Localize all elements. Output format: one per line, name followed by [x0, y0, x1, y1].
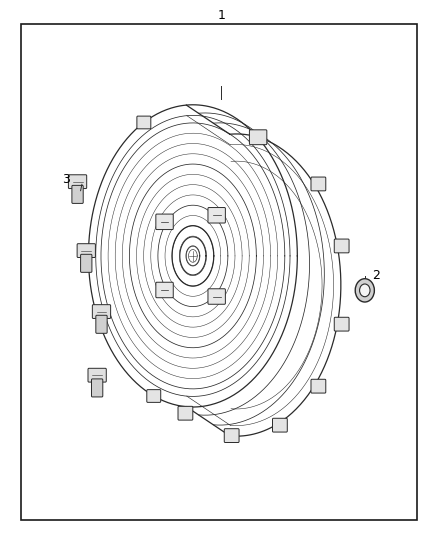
- Circle shape: [360, 284, 370, 297]
- FancyBboxPatch shape: [68, 175, 87, 189]
- FancyBboxPatch shape: [137, 116, 151, 129]
- FancyBboxPatch shape: [249, 130, 267, 144]
- FancyBboxPatch shape: [92, 379, 103, 397]
- FancyBboxPatch shape: [81, 254, 92, 272]
- FancyBboxPatch shape: [311, 379, 326, 393]
- FancyBboxPatch shape: [178, 406, 193, 420]
- FancyBboxPatch shape: [272, 418, 287, 432]
- FancyBboxPatch shape: [208, 207, 226, 223]
- Text: 1: 1: [217, 9, 225, 21]
- FancyBboxPatch shape: [334, 317, 349, 331]
- FancyBboxPatch shape: [92, 305, 111, 318]
- FancyBboxPatch shape: [208, 289, 226, 304]
- FancyBboxPatch shape: [72, 185, 83, 204]
- FancyBboxPatch shape: [77, 244, 95, 257]
- Text: 3: 3: [62, 173, 70, 185]
- FancyBboxPatch shape: [334, 239, 349, 253]
- FancyBboxPatch shape: [224, 429, 239, 442]
- FancyBboxPatch shape: [311, 177, 326, 191]
- FancyBboxPatch shape: [147, 390, 161, 402]
- Circle shape: [355, 279, 374, 302]
- FancyBboxPatch shape: [156, 282, 173, 298]
- FancyBboxPatch shape: [156, 214, 173, 230]
- Text: 2: 2: [372, 269, 380, 282]
- FancyBboxPatch shape: [96, 316, 107, 333]
- FancyBboxPatch shape: [88, 368, 106, 382]
